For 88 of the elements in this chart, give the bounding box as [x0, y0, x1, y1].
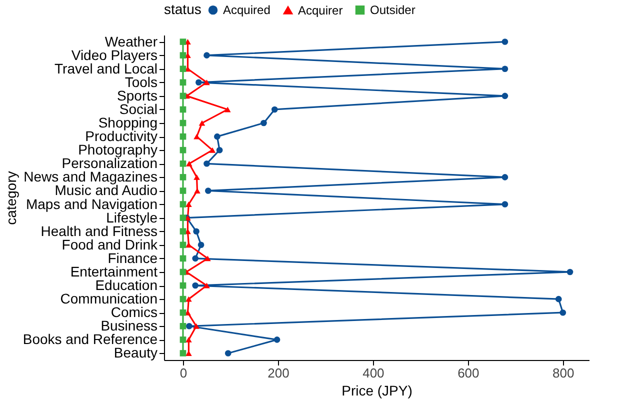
- point: [209, 147, 216, 153]
- y-tick-label: Maps and Navigation: [26, 196, 158, 212]
- point: [180, 79, 186, 86]
- x-tick-label: 600: [458, 366, 480, 380]
- legend-title: status: [164, 1, 202, 17]
- point: [204, 282, 210, 288]
- point: [180, 160, 186, 167]
- point: [180, 146, 186, 154]
- point: [502, 38, 508, 45]
- y-tick-label: News and Magazines: [24, 168, 158, 185]
- point: [204, 80, 210, 86]
- legend-label: Acquired: [223, 3, 270, 18]
- point: [555, 296, 562, 302]
- point: [186, 336, 192, 342]
- y-tick-label: Weather: [104, 33, 158, 50]
- y-tick-label: Business: [100, 318, 158, 334]
- point: [192, 255, 199, 262]
- point: [274, 336, 280, 343]
- point: [198, 120, 206, 126]
- point: [180, 350, 186, 356]
- point: [180, 188, 186, 194]
- point: [180, 52, 186, 58]
- point: [194, 134, 200, 140]
- x-tick-label: 200: [268, 366, 290, 380]
- point: [180, 106, 186, 113]
- point: [224, 106, 231, 112]
- point: [216, 146, 223, 154]
- point: [192, 282, 199, 289]
- point: [180, 201, 186, 208]
- point: [566, 268, 574, 276]
- point: [194, 174, 200, 180]
- point: [180, 174, 186, 180]
- point: [180, 322, 186, 330]
- point: [502, 66, 508, 72]
- x-tick-label: 800: [552, 366, 574, 380]
- point: [502, 92, 508, 100]
- y-tick-label: Comics: [110, 304, 158, 320]
- point: [180, 268, 186, 276]
- point: [180, 228, 186, 235]
- legend-label: Acquirer: [298, 3, 343, 18]
- point: [180, 92, 186, 100]
- point: [186, 296, 192, 302]
- point: [214, 133, 220, 140]
- point: [180, 38, 186, 45]
- point: [204, 52, 210, 58]
- y-tick-label: Shopping: [98, 114, 158, 131]
- x-tick-label: 400: [362, 366, 384, 380]
- point: [204, 160, 210, 167]
- point: [180, 133, 186, 140]
- point: [260, 120, 267, 126]
- y-tick-label: Tools: [124, 74, 158, 90]
- point: [180, 309, 186, 316]
- y-tick-label: Food and Drink: [62, 236, 158, 252]
- x-tick-label: 0: [180, 366, 188, 380]
- point: [186, 322, 192, 330]
- y-tick-label: Sports: [117, 87, 158, 104]
- point: [180, 66, 186, 72]
- point: [502, 201, 508, 208]
- point: [180, 296, 186, 302]
- point: [193, 228, 200, 235]
- point: [186, 160, 192, 166]
- point: [186, 242, 192, 248]
- point: [180, 336, 186, 343]
- point: [180, 214, 186, 221]
- point: [193, 323, 200, 329]
- y-tick-label: Finance: [108, 250, 158, 266]
- point: [180, 242, 186, 248]
- point: [180, 120, 186, 126]
- y-tick-label: Video Players: [71, 46, 158, 63]
- y-tick-label: Beauty: [114, 344, 158, 361]
- point: [198, 242, 204, 248]
- legend-label: Outsider: [370, 3, 416, 18]
- point: [560, 309, 566, 316]
- point: [196, 79, 202, 86]
- point: [186, 202, 192, 208]
- y-tick-label: Entertainment: [70, 263, 158, 280]
- point: [271, 106, 278, 113]
- point: [204, 256, 211, 262]
- y-tick-label: Books and Reference: [22, 331, 158, 348]
- y-tick-label: Education: [95, 277, 158, 294]
- y-axis-title: category: [2, 171, 19, 225]
- point: [224, 350, 232, 356]
- point: [502, 174, 508, 180]
- x-axis-title: Price (JPY): [342, 382, 412, 398]
- point: [180, 282, 186, 289]
- y-tick-label: Communication: [60, 290, 158, 307]
- point: [180, 255, 186, 262]
- point: [205, 188, 212, 194]
